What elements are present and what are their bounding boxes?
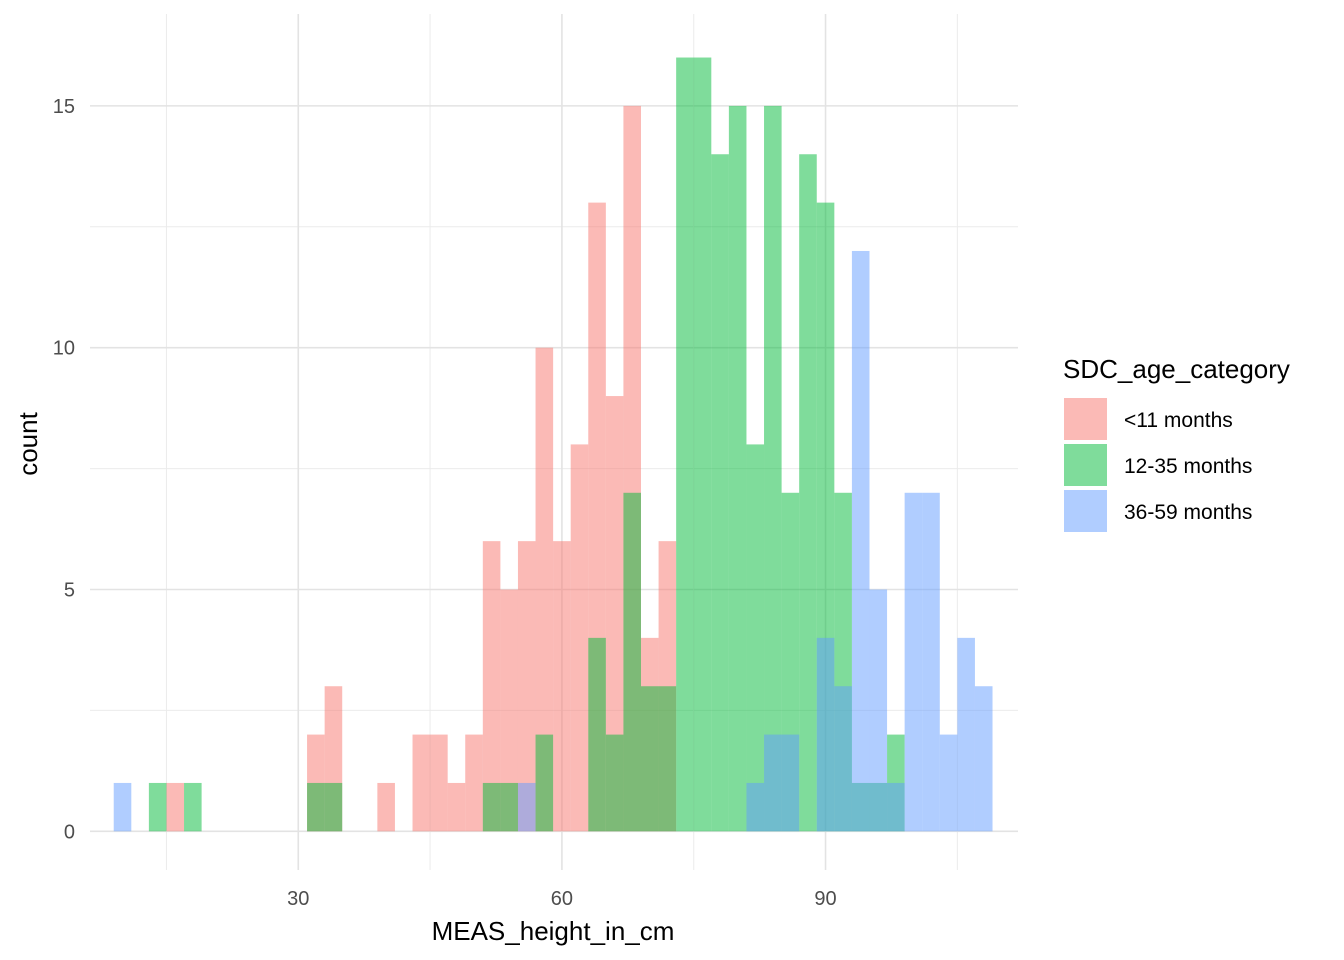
histogram-bar: [623, 492, 641, 832]
histogram-bar: [517, 782, 536, 832]
legend-swatch: [1064, 444, 1107, 486]
histogram-bar: [307, 782, 325, 832]
histogram-bar: [324, 782, 343, 832]
histogram-bar: [570, 444, 589, 832]
histogram-bar: [939, 734, 958, 832]
histogram-bar: [799, 154, 817, 832]
y-axis-title: count: [13, 411, 43, 475]
x-axis-tick-labels: 30 60 90: [287, 888, 837, 910]
legend-swatch: [1064, 490, 1107, 532]
histogram-bar: [904, 492, 923, 832]
histogram-bar: [816, 637, 835, 832]
histogram-bar: [535, 347, 554, 832]
histogram-bar: [500, 589, 518, 832]
histogram-bar: [641, 686, 659, 832]
legend-item: <11 months: [1064, 398, 1233, 440]
histogram-bar: [605, 734, 624, 832]
histogram-bar: [148, 782, 167, 832]
x-axis-title: MEAS_height_in_cm: [432, 916, 675, 946]
histogram-bar: [588, 637, 606, 832]
histogram-bar: [482, 782, 501, 832]
histogram-bar: [166, 782, 185, 832]
histogram-bar: [746, 444, 765, 832]
histogram-bar: [676, 57, 694, 832]
histogram-bar: [746, 782, 765, 832]
histogram-bar: [764, 105, 782, 832]
histogram-bar: [553, 541, 571, 832]
legend-label: <11 months: [1124, 409, 1233, 432]
histogram-bar: [517, 541, 536, 832]
histogram-bar: [834, 686, 852, 832]
histogram-bar: [957, 637, 975, 832]
histogram-bar: [113, 782, 132, 832]
y-axis-tick-labels: 0 5 10 15: [53, 96, 75, 843]
histogram-bar: [851, 250, 870, 832]
series-3-bars: [113, 250, 993, 832]
histogram-bar: [412, 734, 431, 832]
histogram-bar: [465, 734, 483, 832]
x-tick-label: 30: [287, 888, 309, 910]
histogram-bar: [482, 541, 501, 832]
y-tick-label: 15: [53, 96, 75, 118]
histogram-bars: [113, 57, 993, 832]
y-tick-label: 0: [64, 821, 75, 843]
histogram-bar: [922, 492, 940, 832]
histogram-bar: [658, 686, 677, 832]
legend-swatch: [1064, 398, 1107, 440]
histogram-bar: [447, 782, 466, 832]
legend-label: 36-59 months: [1124, 501, 1252, 524]
legend-item: 36-59 months: [1064, 490, 1252, 532]
histogram-bar: [869, 589, 888, 832]
histogram-bar: [974, 686, 993, 832]
histogram-bar: [535, 734, 554, 832]
legend-title: SDC_age_category: [1063, 354, 1290, 384]
histogram-bar: [500, 782, 518, 832]
legend-label: 12-35 months: [1124, 455, 1252, 478]
histogram-bar: [693, 57, 712, 832]
y-tick-label: 10: [53, 338, 75, 360]
histogram-bar: [377, 782, 395, 832]
histogram-bar: [430, 734, 448, 832]
histogram-bar: [781, 734, 800, 832]
histogram-bar: [605, 396, 624, 832]
legend-item: 12-35 months: [1064, 444, 1252, 486]
legend-items: <11 months 12-35 months 36-59 months: [1064, 398, 1252, 532]
legend: SDC_age_category <11 months 12-35 months 3…: [1063, 354, 1290, 532]
histogram-bar: [764, 734, 782, 832]
x-tick-label: 60: [551, 888, 573, 910]
histogram-bar: [711, 154, 729, 832]
histogram-bar: [184, 782, 202, 832]
x-tick-label: 90: [814, 888, 836, 910]
histogram-bar: [887, 782, 905, 832]
histogram-bar: [728, 105, 747, 832]
y-tick-label: 5: [64, 580, 75, 602]
